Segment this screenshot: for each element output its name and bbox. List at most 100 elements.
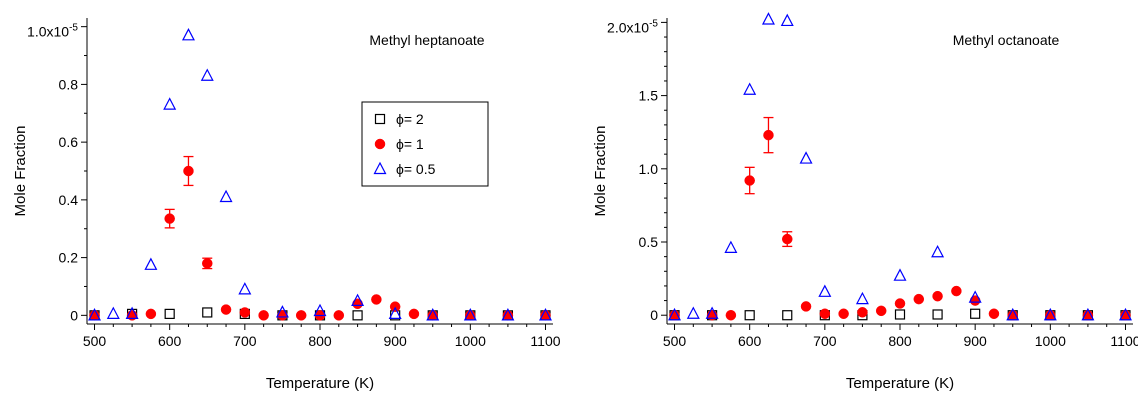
data-point (800, 301, 812, 312)
data-point (763, 129, 774, 141)
data-point (352, 298, 363, 310)
x-tick-label: 500 (663, 333, 687, 349)
data-point (352, 310, 363, 321)
chart-panel-2: 500 600 700 800 900 1000 1100 0 0.5 1.0 1.5 2.0x10-… (592, 12, 1138, 392)
x-tick-label: 1100 (530, 333, 560, 349)
data-point (988, 308, 1000, 320)
series-circle-filled (669, 116, 1131, 321)
chart-title: Methyl heptanoate (369, 32, 484, 48)
data-point (819, 308, 831, 320)
x-tick-label: 500 (83, 333, 107, 349)
legend-marker (374, 138, 386, 150)
x-axis-label: Temperature (K) (846, 375, 954, 392)
x-tick-label: 1100 (1110, 333, 1138, 349)
series-square-open (669, 308, 1131, 321)
data-point (463, 308, 477, 321)
y-tick-label: 0.8 (59, 76, 79, 92)
legend-label: ϕ= 1 (396, 136, 424, 152)
y-axis-label: Mole Fraction (592, 126, 609, 217)
y-tick-label: 1.0 (639, 161, 659, 177)
x-tick-label: 900 (383, 333, 407, 349)
data-point (705, 306, 719, 319)
data-point (277, 310, 288, 321)
series-triangle-open (668, 12, 1132, 321)
data-point (1043, 307, 1057, 321)
data-point (894, 309, 906, 320)
data-point (932, 290, 943, 302)
data-point (744, 310, 755, 321)
y-axis-label: Mole Fraction (12, 126, 29, 217)
y-tick-label: 2.0x10-5 (607, 18, 658, 35)
data-point (782, 310, 793, 321)
data-point (894, 298, 906, 309)
data-point (202, 258, 213, 269)
data-point (275, 305, 289, 318)
data-point (164, 213, 175, 224)
data-point (1006, 307, 1020, 321)
data-point (388, 306, 402, 319)
data-point (219, 189, 233, 203)
y-tick-label: 0 (650, 307, 658, 323)
data-point (725, 309, 737, 321)
y-tick-label: 1.0x10-5 (27, 23, 78, 40)
data-point (744, 175, 755, 186)
data-point (220, 304, 232, 315)
legend-label: ϕ= 2 (396, 111, 424, 127)
data-point (538, 308, 552, 321)
data-point (295, 310, 307, 321)
data-point (333, 310, 345, 321)
legend-marker (374, 113, 386, 125)
x-tick-label: 600 (738, 333, 762, 349)
data-point (968, 290, 982, 303)
y-tick-label: 0.6 (59, 134, 79, 150)
data-point (501, 308, 515, 321)
y-tick-label: 0.4 (59, 192, 79, 208)
chart-title: Methyl octanoate (953, 32, 1060, 48)
data-point (1081, 307, 1095, 321)
data-point (200, 68, 214, 81)
data-point (408, 308, 420, 320)
data-point (239, 307, 251, 318)
x-tick-label: 900 (963, 333, 987, 349)
data-point (855, 291, 869, 305)
y-tick-label: 0 (70, 307, 78, 323)
data-point (857, 307, 868, 318)
data-point (743, 82, 757, 95)
data-point (970, 308, 981, 319)
data-point (799, 151, 813, 164)
data-point (351, 293, 365, 307)
data-point (88, 308, 102, 321)
data-point (780, 13, 794, 27)
data-point (183, 165, 194, 177)
data-point (932, 309, 943, 320)
data-point (818, 284, 832, 297)
data-point (125, 306, 139, 319)
data-point (931, 244, 945, 258)
x-tick-label: 700 (813, 333, 837, 349)
data-point (163, 97, 177, 110)
legend: ϕ= 2 ϕ= 1 ϕ= 0.5 (361, 101, 489, 187)
data-point (258, 310, 269, 321)
data-point (838, 308, 849, 320)
data-point (238, 282, 252, 295)
data-point (951, 285, 962, 297)
data-point (106, 306, 120, 319)
legend-marker (373, 161, 387, 175)
data-point (145, 308, 157, 320)
data-point (782, 233, 793, 245)
y-tick-label: 0.2 (59, 250, 79, 266)
data-point (164, 308, 175, 319)
data-point (371, 294, 382, 305)
x-tick-label: 1000 (455, 333, 486, 349)
x-tick-label: 600 (158, 333, 182, 349)
data-point (686, 306, 700, 319)
data-point (893, 268, 907, 281)
chart-panel-1: 500 600 700 800 900 1000 1100 0 0.2 0.4 0.6 0.8 1.0x… (12, 18, 561, 392)
y-tick-label: 0.5 (639, 234, 659, 250)
data-point (313, 303, 327, 317)
data-point (875, 305, 887, 317)
x-tick-label: 700 (233, 333, 257, 349)
x-tick-label: 800 (308, 333, 332, 349)
data-point (144, 257, 158, 270)
